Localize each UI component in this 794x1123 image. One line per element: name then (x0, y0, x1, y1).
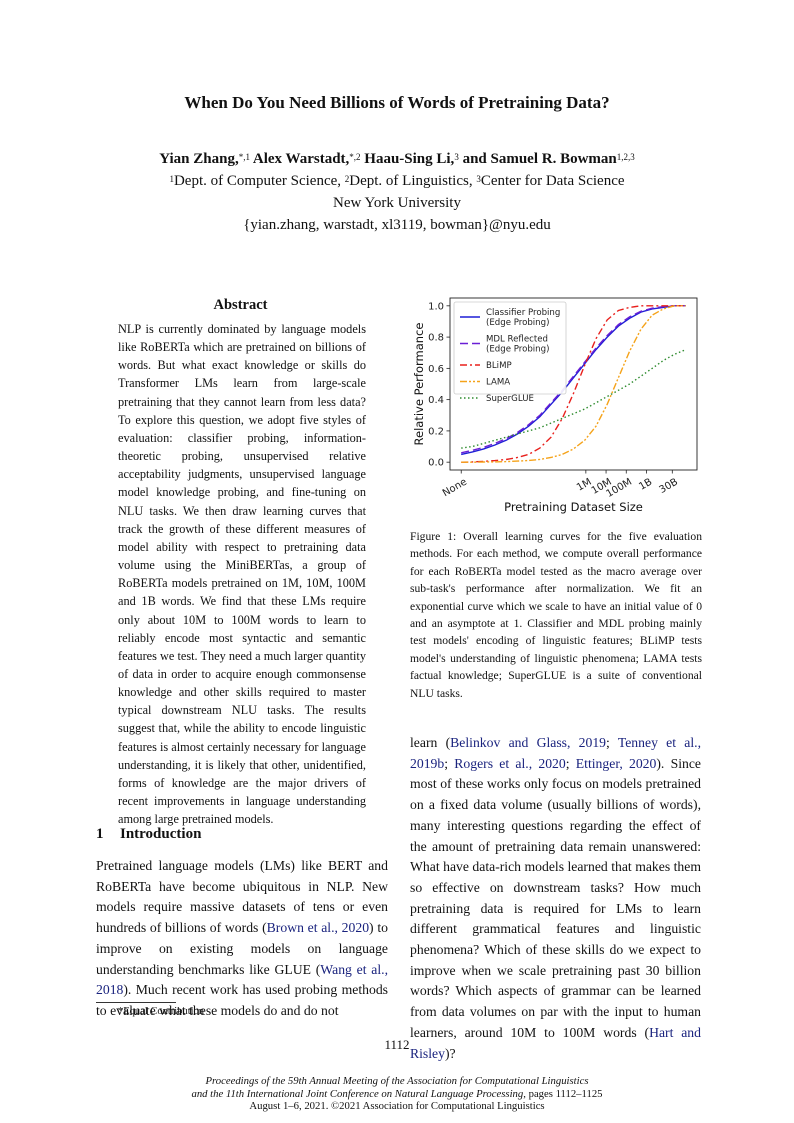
y-tick-label: 0.4 (428, 395, 444, 406)
author-name: Haau-Sing Li, (364, 151, 455, 167)
legend-label-line: (Edge Probing) (486, 345, 549, 355)
legend-label: SuperGLUE (486, 394, 534, 404)
plot-frame (449, 297, 698, 471)
legend-label-line: LAMA (486, 378, 510, 388)
x-tick-label: None (441, 477, 469, 500)
affiliation-mark: 1 (169, 174, 174, 184)
affiliation-mark: 3 (476, 174, 481, 184)
legend-label: BLiMP (486, 361, 512, 371)
body-text: ). Since most of these works only focus … (410, 755, 701, 1040)
legend-label-line: SuperGLUE (486, 394, 534, 404)
x-tick-label: 1B (637, 477, 654, 493)
citation-link[interactable]: Hart and Risley (410, 1024, 701, 1061)
series-line-blimp (461, 305, 686, 463)
emails: {yian.zhang, warstadt, xl3119, bowman}@n… (243, 217, 551, 233)
citation-link[interactable]: Wang et al., 2018 (96, 961, 388, 998)
author-names: Yian Zhang,*,1 Alex Warstadt,*,2 Haau-Si… (0, 148, 794, 170)
series-line-lama (461, 305, 686, 463)
section-title: Introduction (120, 826, 202, 842)
x-tick-label: 30B (658, 477, 681, 496)
affiliation-name: Center for Data Science (480, 173, 625, 189)
conference-name: and the 11th International Joint Confere… (191, 1087, 524, 1100)
citation-link[interactable]: Brown et al., 2020 (266, 920, 370, 936)
series-line-classifier-probing (461, 305, 686, 456)
institution: New York University (333, 195, 461, 211)
proceedings-line-3: August 1–6, 2021. ©2021 Association for … (249, 1100, 545, 1112)
body-text: ) to improve on existing models on langu… (96, 920, 388, 977)
affiliation-name: Dept. of Computer Science, (173, 173, 345, 189)
section-heading-introduction: 1 Introduction (96, 826, 201, 843)
footnote-rule (96, 1002, 176, 1003)
author-name: Alex Warstadt, (252, 151, 350, 167)
author-affiliation-mark: *,2 (349, 152, 361, 162)
affiliation-mark: 2 (344, 174, 350, 184)
page-number: 1112 (384, 1037, 410, 1052)
body-text: ; (444, 755, 455, 771)
abstract-paragraph: NLP is currently dominated by language m… (118, 322, 366, 827)
legend-label: Classifier Probing (Edge Probing) (486, 308, 560, 328)
legend-label-line: MDL Reflected (486, 335, 548, 345)
body-text: Pretrained language models (LMs) like BE… (96, 858, 388, 936)
body-text: learn ( (410, 735, 451, 750)
abstract-heading: Abstract (213, 297, 268, 313)
x-axis-label: Pretraining Dataset Size (504, 500, 643, 514)
citation-link[interactable]: Rogers et al., 2020 (454, 755, 566, 771)
y-tick-label: 1.0 (428, 301, 444, 312)
legend-label-line: (Edge Probing) (486, 318, 549, 328)
y-tick-label: 0.0 (428, 458, 444, 469)
intro-paragraph-right: learn (Belinkov and Glass, 2019; Tenney … (410, 733, 701, 1064)
page-range: , pages 1112–1125 (523, 1087, 603, 1100)
paper-title: When Do You Need Billions of Words of Pr… (184, 93, 610, 112)
y-tick-label: 0.8 (428, 333, 444, 344)
author-affiliation-mark: 1,2,3 (616, 152, 635, 162)
author-name: Yian Zhang, (159, 151, 239, 167)
author-name: and Samuel R. Bowman (462, 151, 617, 167)
body-text: ; (606, 735, 618, 750)
proceedings-line-1: Proceedings of the 59th Annual Meeting o… (205, 1075, 589, 1087)
affiliations: 1Dept. of Computer Science, 2Dept. of Li… (0, 170, 794, 192)
y-tick-label: 0.6 (428, 364, 444, 375)
author-affiliation-mark: 3 (454, 152, 459, 162)
footnote: *Equal Contribution (118, 1006, 205, 1017)
legend-label: LAMA (486, 378, 510, 388)
citation-link[interactable]: Ettinger, 2020 (575, 755, 657, 771)
legend-label: MDL Reflected (Edge Probing) (486, 335, 549, 355)
citation-link[interactable]: Belinkov and Glass, 2019 (450, 735, 607, 750)
body-text: ; (565, 755, 576, 771)
section-number: 1 (96, 826, 104, 842)
proceedings-line-2: and the 11th International Joint Confere… (0, 1088, 794, 1101)
legend-label-line: Classifier Probing (486, 308, 560, 318)
affiliation-name: Dept. of Linguistics, (349, 173, 477, 189)
x-tick-label: 1M (575, 477, 593, 494)
legend-label-line: BLiMP (486, 361, 512, 371)
abstract-text: NLP is currently dominated by language m… (118, 320, 366, 828)
author-affiliation-mark: *,1 (238, 152, 250, 162)
legend-box (453, 301, 567, 395)
intro-right-column: learn (Belinkov and Glass, 2019; Tenney … (410, 733, 701, 1064)
body-text: ). Much recent work has used probing met… (96, 982, 388, 1018)
body-text: )? (444, 1045, 456, 1061)
intro-paragraph-left: Pretrained language models (LMs) like BE… (96, 856, 388, 1022)
citation-link[interactable]: Tenney et al., 2019b (410, 735, 701, 771)
figure-1: 0.0 0.2 0.4 0.6 0.8 1.0 None 1M 10M 100M 1B 30B Pret… (405, 290, 705, 527)
figure-caption: Figure 1: Overall learning curves for th… (410, 528, 702, 702)
series-line-superglue (461, 348, 687, 449)
intro-left-column: Pretrained language models (LMs) like BE… (96, 856, 388, 1022)
proceedings-footer: Proceedings of the 59th Annual Meeting o… (0, 1075, 794, 1113)
caption-text: Figure 1: Overall learning curves for th… (410, 530, 702, 700)
y-tick-label: 0.2 (428, 426, 444, 437)
series-line-mdl-reflected (461, 305, 686, 454)
author-block: Yian Zhang,*,1 Alex Warstadt,*,2 Haau-Si… (0, 148, 794, 236)
y-axis-label: Relative Performance (412, 323, 426, 446)
